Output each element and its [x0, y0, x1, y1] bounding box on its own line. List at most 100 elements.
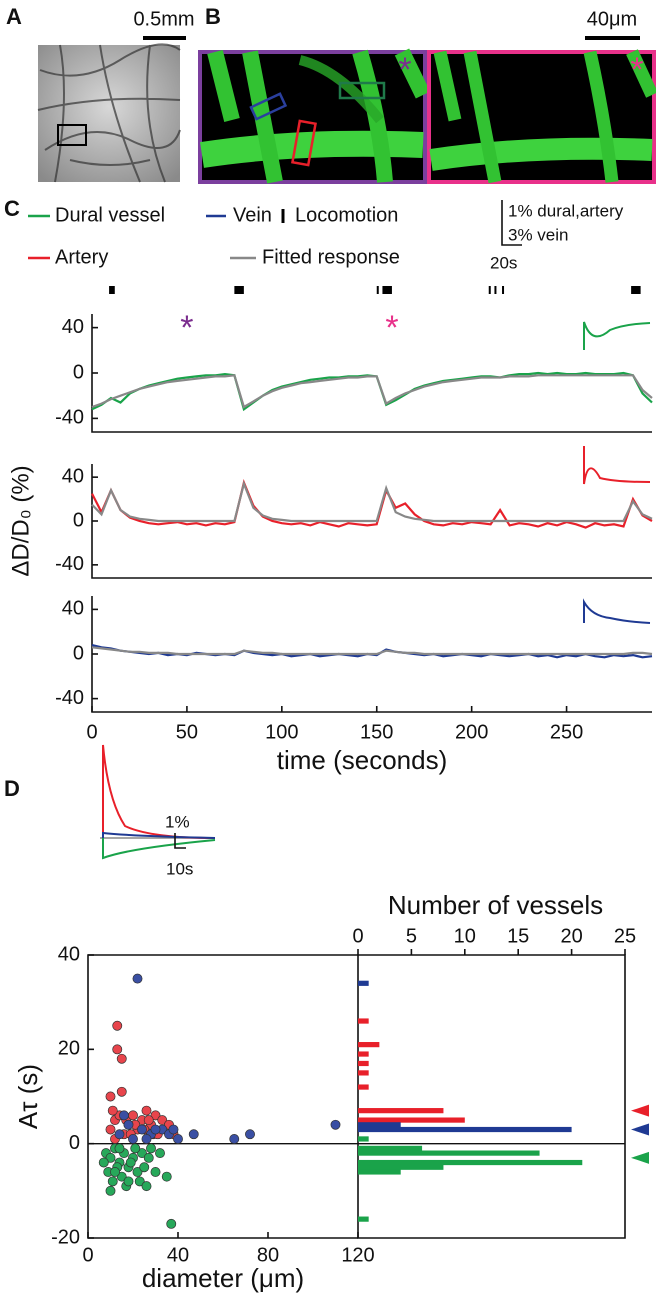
y-tick-label: 0 — [73, 361, 84, 383]
scatter-point — [116, 1086, 127, 1097]
locomotion-bar — [494, 286, 497, 294]
fitted-line — [91, 646, 653, 656]
y-tick-label: 0 — [73, 642, 84, 664]
scatter-point — [150, 1167, 161, 1177]
x-tick-label: 120 — [341, 1244, 374, 1266]
median-marker — [631, 1151, 649, 1164]
y-tick-label: 40 — [62, 465, 84, 487]
hist-bar — [358, 1126, 572, 1133]
scale-label: 3% vein — [508, 225, 568, 244]
y-axis-label: Aτ (s) — [13, 1064, 43, 1129]
x-tick-label: 0 — [86, 721, 97, 743]
scale-label: 20s — [490, 253, 517, 272]
scatter-point — [137, 1124, 147, 1135]
scatter-point — [105, 1152, 116, 1163]
axis-line — [87, 954, 358, 1239]
y-tick-label: 0 — [69, 1132, 80, 1154]
locomotion-bar — [234, 286, 244, 294]
legend-label: Dural vessel — [55, 204, 165, 226]
scatter-point — [128, 1133, 138, 1144]
locomotion-bar — [376, 286, 379, 294]
scatter-point — [141, 1105, 152, 1116]
scatter-point — [125, 1157, 136, 1168]
hist-bar — [358, 1150, 540, 1156]
scatter-point — [150, 1110, 161, 1121]
scatter-point — [330, 1119, 341, 1130]
axis-line — [357, 954, 626, 1239]
scatter-point — [105, 1185, 116, 1196]
axis-line — [91, 314, 652, 433]
scale-bar — [174, 833, 186, 849]
asterisk: * — [385, 309, 398, 347]
hist-bar — [358, 1070, 369, 1076]
asterisk: * — [630, 51, 643, 89]
scatter-point — [128, 1110, 138, 1121]
scatter-point — [132, 1167, 143, 1177]
hist-bar — [358, 1084, 369, 1090]
y-tick-label: -20 — [51, 1226, 80, 1248]
median-marker — [631, 1123, 649, 1136]
x-axis-label: time (seconds) — [277, 745, 448, 775]
hist-bar — [358, 1018, 369, 1024]
x-tick-label: 10 — [454, 925, 476, 947]
x-tick-label: 50 — [176, 721, 198, 743]
locomotion-bar — [382, 286, 392, 294]
scatter-point — [114, 1129, 125, 1140]
hist-bar — [358, 1159, 583, 1166]
y-tick-label: -40 — [55, 407, 84, 429]
hist-bar — [358, 1042, 380, 1048]
axis-line — [91, 464, 652, 579]
median-marker — [631, 1104, 649, 1117]
scatter-point — [110, 1167, 120, 1177]
scatter-point — [188, 1129, 199, 1140]
panel-letter: D — [4, 776, 20, 801]
x-axis-label: Number of vessels — [388, 890, 603, 920]
locomotion-bar — [502, 286, 505, 294]
hist-bar — [358, 1122, 401, 1128]
x-tick-label: 100 — [265, 721, 298, 743]
y-tick-label: 40 — [58, 943, 80, 965]
scatter-point — [98, 1157, 109, 1168]
scatter-point — [105, 1124, 116, 1135]
hist-bar — [358, 1169, 401, 1175]
panel-letter: B — [205, 4, 221, 29]
fitted-line — [91, 374, 653, 409]
vessel-image — [198, 48, 431, 184]
impulse-inset — [583, 321, 651, 350]
hist-bar — [358, 1051, 369, 1057]
scatter-point — [119, 1110, 129, 1121]
x-tick-label: 40 — [167, 1244, 189, 1266]
scatter-point — [166, 1218, 177, 1229]
x-tick-label: 5 — [406, 925, 417, 947]
x-tick-label: 0 — [352, 925, 363, 947]
hist-bar — [358, 1136, 369, 1142]
asterisk: * — [398, 51, 411, 89]
impulse-inset — [583, 446, 651, 485]
scale-bar — [501, 200, 522, 246]
x-tick-label: 250 — [550, 721, 583, 743]
scatter-point — [141, 1133, 152, 1144]
y-tick-label: -40 — [55, 687, 84, 709]
scatter-point — [143, 1115, 154, 1126]
scatter-point — [155, 1148, 165, 1159]
hist-bar — [358, 1216, 369, 1222]
data-line — [91, 479, 653, 529]
y-tick-label: 40 — [62, 598, 84, 620]
x-tick-label: 200 — [455, 721, 488, 743]
scatter-point — [116, 1171, 127, 1182]
locomotion-bar — [488, 286, 491, 294]
fitted-line — [91, 480, 653, 523]
scatter-point — [105, 1091, 116, 1102]
x-tick-label: 80 — [257, 1244, 279, 1266]
hist-bar — [358, 1145, 423, 1151]
panel-letter: C — [4, 196, 20, 221]
x-tick-label: 15 — [507, 925, 529, 947]
hist-bar — [358, 1060, 369, 1067]
legend-label: Locomotion — [295, 204, 398, 226]
impulse-inset — [583, 598, 651, 624]
scatter-point — [245, 1129, 255, 1140]
scatter-point — [107, 1105, 118, 1116]
x-axis-label: diameter (μm) — [142, 1263, 304, 1293]
scatter-point — [116, 1053, 127, 1064]
